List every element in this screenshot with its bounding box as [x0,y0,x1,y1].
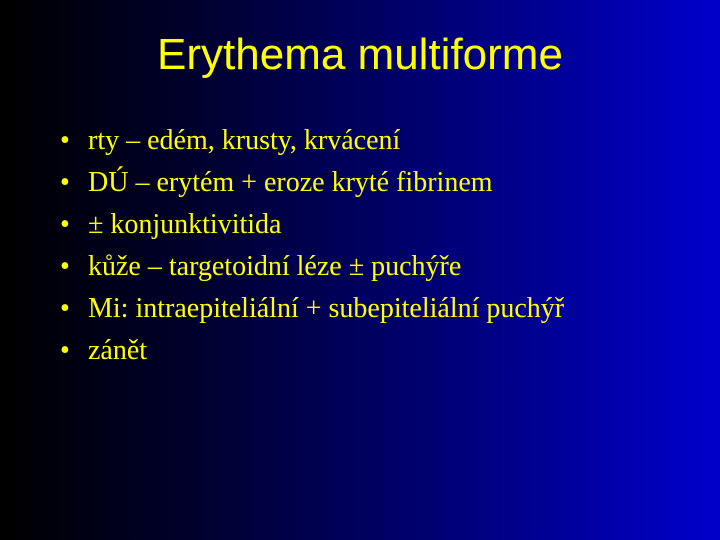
bullet-text: kůže – targetoidní léze ± puchýře [88,246,680,288]
bullet-text: rty – edém, krusty, krvácení [88,120,680,162]
bullet-text: Mi: intraepiteliální + subepiteliální pu… [88,288,680,330]
bullet-marker-icon: • [60,162,88,204]
bullet-marker-icon: • [60,246,88,288]
bullet-marker-icon: • [60,120,88,162]
list-item: • kůže – targetoidní léze ± puchýře [60,246,680,288]
slide: Erythema multiforme • rty – edém, krusty… [0,0,720,540]
list-item: • ± konjunktivitida [60,204,680,246]
bullet-text: zánět [88,330,680,372]
list-item: • zánět [60,330,680,372]
bullet-text: DÚ – erytém + eroze kryté fibrinem [88,162,680,204]
list-item: • DÚ – erytém + eroze kryté fibrinem [60,162,680,204]
slide-title: Erythema multiforme [40,30,680,80]
bullet-marker-icon: • [60,288,88,330]
list-item: • Mi: intraepiteliální + subepiteliální … [60,288,680,330]
list-item: • rty – edém, krusty, krvácení [60,120,680,162]
bullet-text: ± konjunktivitida [88,204,680,246]
bullet-marker-icon: • [60,330,88,372]
bullet-marker-icon: • [60,204,88,246]
bullet-list: • rty – edém, krusty, krvácení • DÚ – er… [40,120,680,372]
